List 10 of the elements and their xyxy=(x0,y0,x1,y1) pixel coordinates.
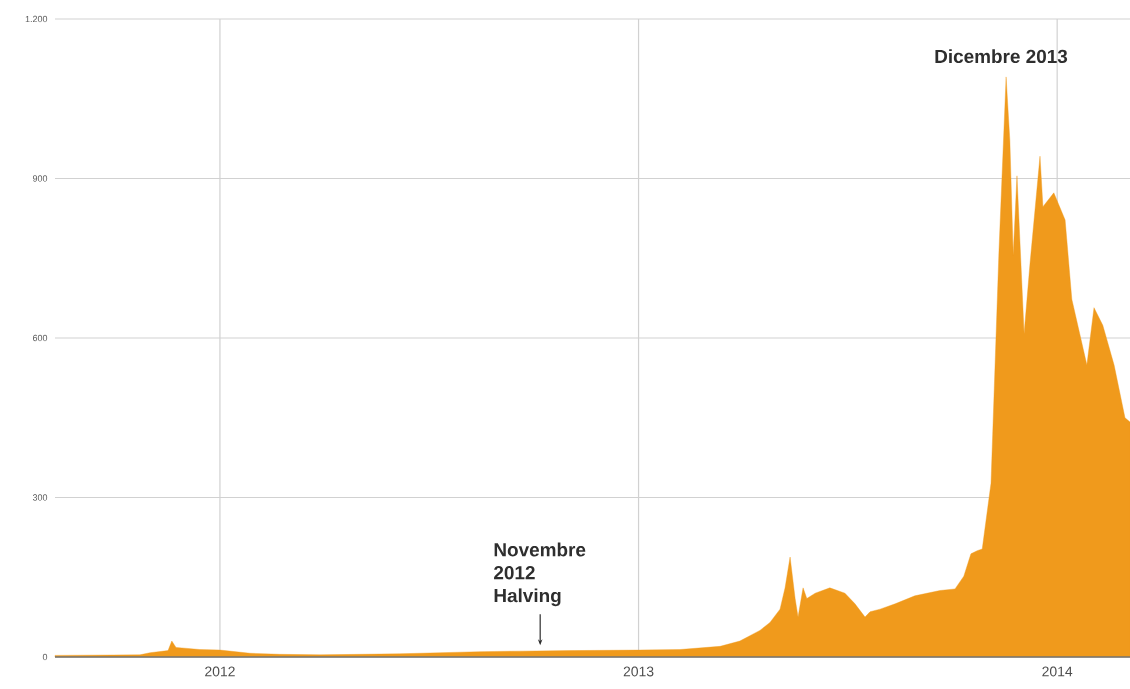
y-tick-label: 900 xyxy=(32,175,48,182)
x-tick-label: 2012 xyxy=(205,666,235,677)
annotation: Dicembre 2013 xyxy=(935,49,1068,64)
y-tick-label: 1.200 xyxy=(25,15,48,23)
x-tick-label: 2014 xyxy=(1042,666,1073,677)
y-tick-label: 300 xyxy=(32,494,48,501)
x-tick-label: 2013 xyxy=(623,666,654,677)
annotation: Novembre 2012 Halving xyxy=(494,542,586,607)
y-tick-label: 600 xyxy=(32,334,48,342)
y-tick-label: 0 xyxy=(42,653,48,661)
